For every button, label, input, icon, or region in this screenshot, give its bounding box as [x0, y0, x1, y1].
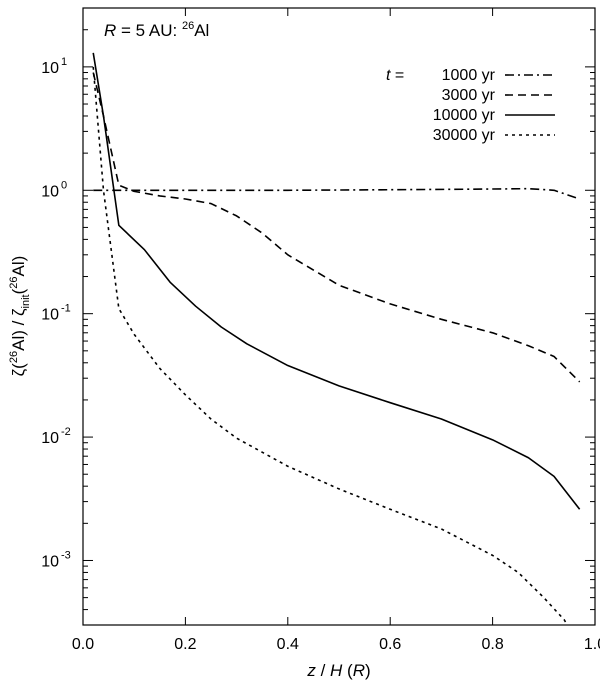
y-tick-base: 10 — [41, 183, 59, 200]
ylabel-p2: Al) / ζ — [9, 308, 28, 351]
title-element: Al — [194, 21, 209, 40]
legend-label: 10000 yr — [433, 107, 496, 124]
y-tick-label: 10 — [41, 553, 59, 570]
ylabel-sub: init — [20, 294, 32, 308]
x-tick-label: 0.4 — [277, 636, 299, 653]
x-tick-label: 0.6 — [379, 636, 401, 653]
y-tick-base: 10 — [41, 307, 59, 324]
series-group — [92, 52, 581, 625]
ylabel-p1: ζ( — [9, 363, 28, 376]
legend-prefix: t = — [386, 67, 404, 84]
chart-title: R = 5 AU: 26Al — [104, 20, 209, 40]
ylabel-p4: Al) — [9, 256, 28, 277]
x-tick-label: 1.0 — [584, 636, 600, 653]
legend-label: 30000 yr — [433, 127, 496, 144]
y-tick-exponent: -3 — [61, 549, 71, 561]
legend: t = 1000 yr 3000 yr 10000 yr 30000 yr — [386, 67, 555, 144]
plot-frame — [82, 7, 596, 626]
xlabel-sep: / — [316, 661, 330, 680]
y-tick-base: 10 — [41, 430, 59, 447]
axis-ticks: 0.00.20.40.60.81.010110010-110-210-3 — [41, 8, 600, 653]
title-var: R — [104, 21, 116, 40]
xlabel-var2: H — [330, 661, 343, 680]
y-tick-label: 10 — [41, 60, 59, 77]
x-tick-label: 0.0 — [72, 636, 94, 653]
ylabel-sup2: 26 — [8, 276, 20, 288]
series-line-3000-yr — [92, 72, 581, 383]
x-tick-label: 0.2 — [174, 636, 196, 653]
x-tick-label: 0.8 — [481, 636, 503, 653]
series-line-30000-yr — [92, 66, 569, 625]
xlabel-var1: z — [306, 661, 316, 680]
y-tick-exponent: 0 — [61, 179, 67, 191]
xlabel-var3: R — [353, 661, 365, 680]
y-tick-exponent: -2 — [61, 426, 71, 438]
ylabel-sup1: 26 — [8, 351, 20, 363]
xlabel-paren-close: ) — [365, 661, 371, 680]
y-tick-exponent: 1 — [61, 56, 67, 68]
title-sup: 26 — [182, 20, 194, 32]
legend-label: 1000 yr — [442, 67, 496, 84]
ylabel-p3: ( — [9, 288, 28, 294]
y-tick-base: 10 — [41, 60, 59, 77]
x-axis-label: z / H (R) — [306, 661, 370, 680]
legend-prefix-eq: = — [390, 67, 404, 84]
y-tick-label: 10 — [41, 430, 59, 447]
legend-prefix-var: t — [386, 67, 391, 84]
y-tick-label: 10 — [41, 183, 59, 200]
y-tick-base: 10 — [41, 553, 59, 570]
y-tick-exponent: -1 — [61, 303, 71, 315]
y-axis-label: ζ(26Al) / ζinit(26Al) — [8, 256, 32, 377]
xlabel-paren-open: ( — [342, 661, 353, 680]
series-line-10000-yr — [92, 52, 581, 510]
y-tick-label: 10 — [41, 307, 59, 324]
title-rest: = 5 AU: — [116, 21, 182, 40]
legend-label: 3000 yr — [442, 87, 496, 104]
